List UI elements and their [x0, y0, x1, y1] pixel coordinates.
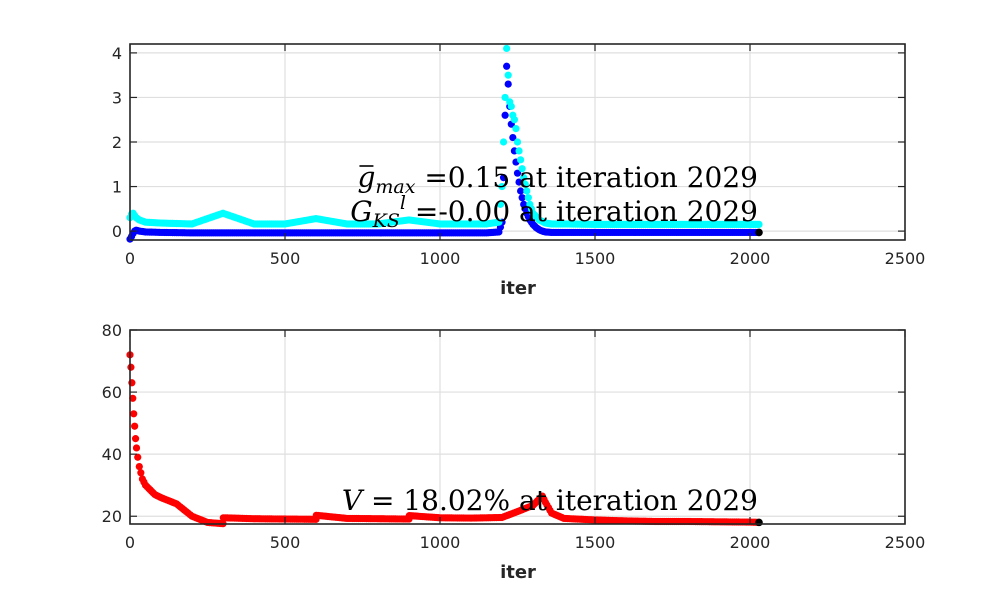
- x-tick-label: 1000: [420, 249, 461, 268]
- data-point: [755, 220, 763, 229]
- data-point: [523, 187, 531, 195]
- bottom-axes: 0 500 1000 1500 2000 2500 20 40 60 80 iter V = 18…: [102, 321, 926, 583]
- annotation-1: GKSl =-0.00 at iteration 2029: [350, 192, 758, 232]
- data-point: [521, 180, 529, 188]
- data-point: [503, 62, 511, 70]
- annotation-0: V = 18.02% at iteration 2029: [342, 484, 758, 517]
- annotation-text: =-0.00 at iteration 2029: [406, 195, 758, 228]
- top-xlabel: iter: [500, 278, 536, 299]
- top-axes: 0 500 1000 1500 2000 2500 0 1 2 3 4 iter gmax =0.1…: [112, 43, 926, 299]
- data-point: [509, 133, 517, 142]
- x-tick-label: 2000: [730, 533, 771, 552]
- data-point: [496, 200, 505, 208]
- annotation-subscript: KS: [372, 210, 400, 232]
- data-point: [515, 147, 523, 155]
- data-point: [131, 422, 139, 430]
- data-point: [129, 394, 137, 402]
- x-tick-label: 2000: [730, 249, 771, 268]
- x-tick-label: 1500: [575, 249, 616, 268]
- data-point: [517, 187, 525, 195]
- x-tick-label: 2500: [885, 533, 926, 552]
- bottom-axes-frame: [129, 329, 906, 525]
- data-point: [498, 182, 506, 191]
- x-tick-label: 2500: [885, 249, 926, 268]
- data-point: [499, 138, 508, 146]
- x-tick-label: 1500: [575, 533, 616, 552]
- data-point: [132, 444, 141, 452]
- data-point: [135, 462, 143, 471]
- y-tick-label: 40: [102, 445, 122, 464]
- data-point: [518, 165, 526, 173]
- data-point: [130, 410, 138, 418]
- data-point: [504, 71, 512, 79]
- bottom-xlabel: iter: [500, 562, 536, 583]
- data-point: [524, 194, 532, 202]
- data-point: [518, 194, 526, 202]
- x-tick-label: 0: [125, 249, 135, 268]
- y-tick-label: 1: [112, 178, 122, 197]
- data-point: [499, 174, 508, 182]
- data-point: [510, 116, 518, 124]
- y-tick-label: 4: [112, 44, 122, 63]
- series-1: [126, 44, 763, 229]
- data-point: [503, 44, 511, 53]
- data-point: [512, 125, 520, 133]
- data-point: [515, 178, 523, 186]
- annotation-symbol: V: [342, 484, 365, 517]
- data-point: [507, 102, 515, 110]
- y-tick-label: 80: [102, 321, 122, 340]
- data-point: [504, 80, 512, 88]
- data-point: [513, 169, 522, 177]
- series-0: [126, 62, 763, 243]
- annotation-subscript: max: [375, 176, 415, 198]
- data-point: [134, 453, 142, 461]
- x-tick-label: 0: [125, 533, 135, 552]
- y-tick-label: 60: [102, 383, 122, 402]
- data-point: [137, 469, 145, 477]
- y-tick-label: 20: [102, 507, 122, 526]
- y-tick-label: 2: [112, 133, 122, 152]
- x-tick-label: 1000: [420, 533, 461, 552]
- annotation-symbol: g: [357, 161, 375, 194]
- final-iteration-marker: [755, 228, 763, 237]
- x-tick-label: 500: [270, 533, 301, 552]
- y-tick-label: 3: [112, 88, 122, 107]
- series-0: [126, 351, 763, 528]
- data-point: [520, 174, 528, 182]
- data-point: [513, 138, 522, 146]
- y-tick-label: 0: [112, 222, 122, 241]
- annotation-0: gmax =0.15 at iteration 2029: [357, 161, 758, 198]
- data-point: [131, 435, 140, 443]
- data-point: [501, 93, 509, 102]
- final-iteration-marker: [755, 518, 763, 527]
- data-point: [127, 363, 135, 371]
- x-tick-label: 500: [270, 249, 301, 268]
- data-point: [517, 156, 525, 164]
- annotation-symbol: G: [350, 195, 372, 228]
- annotation-superscript: l: [400, 192, 406, 214]
- data-point: [495, 218, 503, 226]
- data-point: [501, 111, 509, 119]
- annotation-text: = 18.02% at iteration 2029: [362, 484, 758, 517]
- annotation-text: =0.15 at iteration 2029: [415, 161, 758, 194]
